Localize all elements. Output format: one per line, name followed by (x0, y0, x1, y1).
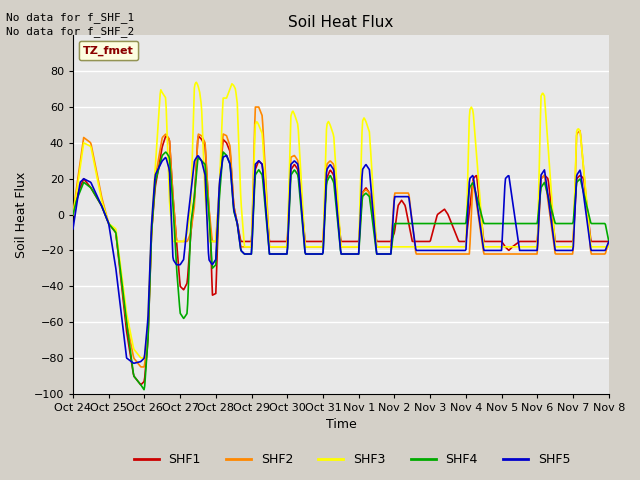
SHF3 (102, 211, 109, 217)
SHF3 (532, 244, 540, 250)
Legend: TZ_fmet: TZ_fmet (79, 41, 138, 60)
SHF5 (412, 246, 419, 252)
Y-axis label: Soil Heat Flux: Soil Heat Flux (15, 171, 28, 258)
SHF5 (605, 239, 612, 244)
Title: Soil Heat Flux: Soil Heat Flux (288, 15, 394, 30)
SHF3 (138, 355, 145, 361)
SHF5 (130, 360, 138, 366)
SHF1 (102, 214, 109, 219)
SHF3 (381, 244, 389, 250)
SHF1 (163, 133, 170, 139)
SHF2 (381, 244, 389, 250)
SHF4 (396, 221, 403, 227)
Line: SHF4: SHF4 (73, 152, 609, 390)
SHF2 (69, 212, 77, 217)
SHF1 (69, 212, 77, 217)
SHF4 (69, 212, 77, 217)
SHF4 (220, 149, 227, 155)
Text: No data for f_SHF_1: No data for f_SHF_1 (6, 12, 134, 23)
Line: SHF5: SHF5 (73, 156, 609, 363)
SHF4 (605, 239, 612, 244)
Line: SHF3: SHF3 (73, 82, 609, 358)
SHF2 (102, 210, 109, 216)
SHF3 (396, 244, 403, 250)
SHF4 (532, 221, 540, 227)
SHF3 (605, 244, 612, 250)
SHF3 (69, 212, 77, 217)
SHF5 (396, 194, 403, 200)
SHF5 (532, 248, 540, 253)
SHF2 (477, 229, 484, 235)
Line: SHF2: SHF2 (73, 107, 609, 367)
SHF3 (193, 79, 200, 85)
SHF1 (381, 239, 389, 244)
Text: No data for f_SHF_2: No data for f_SHF_2 (6, 26, 134, 37)
SHF2 (532, 251, 540, 257)
SHF4 (140, 387, 148, 393)
SHF1 (137, 382, 145, 387)
SHF1 (605, 239, 612, 244)
SHF1 (412, 239, 419, 244)
SHF2 (412, 249, 419, 255)
SHF2 (138, 364, 145, 370)
SHF1 (396, 201, 403, 206)
SHF2 (252, 104, 259, 110)
SHF1 (532, 239, 540, 244)
SHF5 (69, 226, 77, 232)
SHF5 (477, 226, 484, 232)
SHF3 (477, 205, 484, 211)
SHF4 (477, 209, 484, 215)
SHF5 (223, 153, 230, 158)
Line: SHF1: SHF1 (73, 136, 609, 384)
SHF1 (477, 210, 484, 216)
SHF2 (605, 239, 612, 244)
SHF2 (396, 190, 403, 196)
SHF4 (102, 214, 109, 219)
X-axis label: Time: Time (326, 419, 356, 432)
SHF4 (412, 221, 419, 227)
SHF4 (381, 251, 389, 257)
SHF5 (102, 214, 109, 219)
SHF5 (381, 251, 389, 257)
Legend: SHF1, SHF2, SHF3, SHF4, SHF5: SHF1, SHF2, SHF3, SHF4, SHF5 (129, 448, 575, 471)
SHF3 (412, 244, 419, 250)
